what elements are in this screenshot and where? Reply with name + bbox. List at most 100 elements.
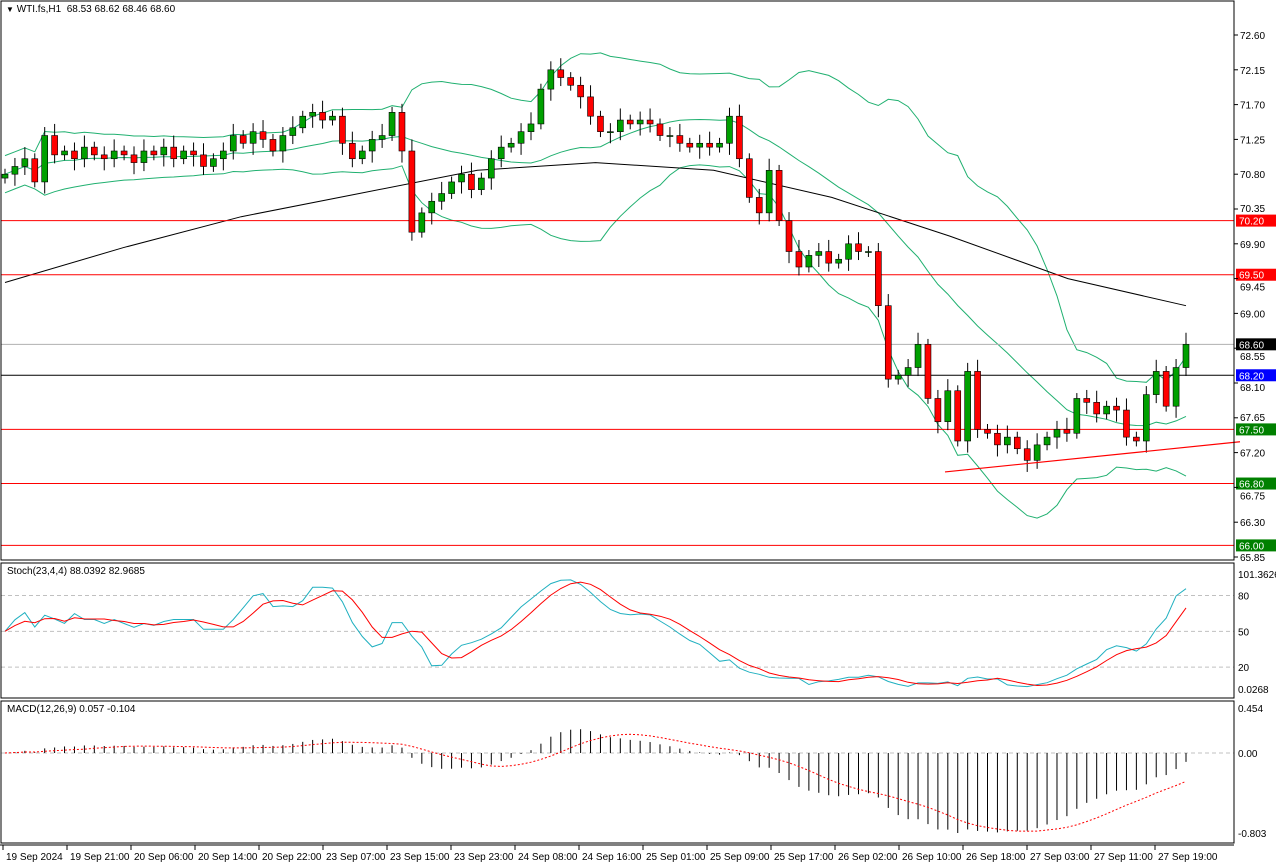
- level-tag-70.20: [1236, 214, 1276, 227]
- bollinger-bands: [4, 52, 1187, 519]
- time-tick-label: 24 Sep 08:00: [518, 852, 578, 863]
- bearish-candle: [190, 150, 197, 156]
- bullish-candle: [448, 181, 455, 194]
- bearish-candle: [71, 150, 78, 160]
- trendline: [944, 441, 1241, 473]
- bullish-candle: [1043, 436, 1051, 446]
- bearish-candle: [775, 170, 783, 221]
- bullish-candle: [1172, 367, 1180, 407]
- bullish-candle: [1073, 398, 1081, 434]
- bearish-candle: [567, 77, 574, 86]
- bearish-candle: [884, 305, 892, 380]
- bearish-candle: [200, 154, 207, 167]
- price-tick-label: 65.85: [1240, 553, 1265, 564]
- bullish-candle: [517, 131, 525, 144]
- macd-tick-label: -0.803: [1238, 829, 1267, 840]
- bullish-candle: [458, 173, 465, 183]
- bullish-candle: [696, 142, 704, 148]
- bullish-candle: [160, 146, 168, 156]
- bearish-candle: [557, 69, 565, 78]
- macd-title: MACD(12,26,9) 0.057 -0.104: [7, 704, 136, 715]
- bearish-candle: [1013, 436, 1021, 450]
- bullish-candle: [279, 135, 287, 152]
- time-tick-label: 20 Sep 14:00: [198, 852, 258, 863]
- macd-tick-label: 0.00: [1238, 749, 1258, 760]
- bullish-candle: [61, 150, 68, 156]
- bearish-candle: [100, 154, 108, 160]
- time-tick-label: 23 Sep 23:00: [454, 852, 514, 863]
- price-tick-label: 66.30: [1240, 518, 1265, 529]
- bearish-candle: [755, 197, 763, 214]
- time-tick-label: 26 Sep 02:00: [838, 852, 898, 863]
- bullish-candle: [358, 150, 366, 160]
- level-tag-66.00: [1236, 539, 1276, 552]
- bearish-candle: [795, 251, 803, 268]
- bearish-candle: [686, 142, 694, 148]
- bullish-candle: [716, 142, 723, 148]
- stochastic-panel: [1, 579, 1234, 688]
- main-panel-frame: [0, 0, 1235, 561]
- bullish-candle: [1103, 405, 1110, 415]
- bullish-candle: [438, 193, 445, 202]
- bullish-candle: [1033, 444, 1041, 461]
- support-trendline: [944, 441, 1241, 473]
- bullish-candle: [1152, 371, 1160, 395]
- price-tick-label: 67.20: [1240, 449, 1265, 460]
- collapse-triangle-icon[interactable]: ▼: [6, 5, 14, 14]
- bullish-candle: [944, 390, 952, 422]
- bullish-candle: [388, 112, 396, 136]
- level-tag-68.20: [1236, 369, 1276, 382]
- level-tag-label: 68.20: [1239, 371, 1264, 382]
- bearish-candle: [934, 398, 942, 422]
- bullish-candle: [835, 258, 842, 264]
- price-tick-label: 71.70: [1240, 101, 1265, 112]
- bullish-candle: [368, 139, 376, 152]
- bearish-candle: [875, 251, 882, 306]
- price-tick-label: 71.25: [1240, 135, 1265, 146]
- bearish-candle: [974, 371, 981, 430]
- bullish-candle: [478, 177, 485, 190]
- bearish-candle: [577, 84, 584, 98]
- level-tag-label: 70.20: [1239, 217, 1264, 228]
- bullish-candle: [636, 119, 644, 125]
- bullish-candle: [140, 150, 148, 163]
- bullish-candle: [507, 142, 515, 148]
- bullish-candle: [110, 150, 118, 160]
- time-tick-label: 27 Sep 03:00: [1030, 852, 1090, 863]
- bearish-candle: [706, 142, 713, 148]
- bearish-candle: [1023, 448, 1031, 461]
- bullish-candle: [41, 135, 48, 183]
- time-tick-label: 25 Sep 17:00: [774, 852, 834, 863]
- bearish-candle: [239, 135, 247, 144]
- time-tick-label: 20 Sep 06:00: [134, 852, 194, 863]
- stoch-tick-label: 20: [1238, 663, 1250, 674]
- bearish-candle: [31, 158, 39, 183]
- bullish-candle: [815, 251, 823, 256]
- bearish-candle: [656, 123, 664, 136]
- bullish-candle: [607, 131, 614, 133]
- bullish-candle: [210, 158, 217, 167]
- bullish-candle: [964, 371, 971, 442]
- bollinger-upper: [4, 52, 1187, 383]
- bearish-candle: [1093, 402, 1100, 415]
- bollinger-middle: [4, 118, 1187, 427]
- bearish-candle: [626, 119, 634, 125]
- time-tick-label: 20 Sep 22:00: [262, 852, 322, 863]
- symbol-label: WTI.fs,H1: [16, 4, 62, 15]
- bearish-candle: [646, 119, 654, 125]
- stoch-panel-frame: [0, 562, 1235, 699]
- bullish-candle: [1143, 394, 1150, 442]
- bullish-candle: [220, 150, 227, 160]
- bullish-candle: [537, 88, 545, 125]
- bearish-candle: [398, 112, 406, 152]
- horizontal-levels: [1, 220, 1234, 546]
- bullish-candle: [289, 127, 297, 136]
- bullish-candle: [249, 131, 257, 144]
- macd-panel: [1, 729, 1234, 833]
- bullish-candle: [329, 115, 336, 121]
- bullish-candle: [914, 344, 922, 368]
- bearish-candle: [259, 131, 267, 140]
- bearish-candle: [150, 150, 158, 156]
- bullish-candle: [1182, 344, 1190, 368]
